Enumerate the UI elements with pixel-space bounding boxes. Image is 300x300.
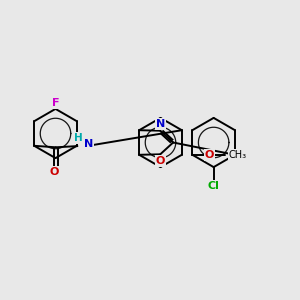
Text: N: N bbox=[84, 139, 93, 149]
Text: O: O bbox=[50, 167, 59, 177]
Text: N: N bbox=[156, 119, 165, 129]
Text: O: O bbox=[205, 150, 214, 160]
Text: O: O bbox=[156, 156, 165, 166]
Text: H: H bbox=[74, 133, 82, 143]
Text: Cl: Cl bbox=[208, 181, 220, 191]
Text: CH₃: CH₃ bbox=[229, 150, 247, 160]
Text: F: F bbox=[52, 98, 59, 109]
